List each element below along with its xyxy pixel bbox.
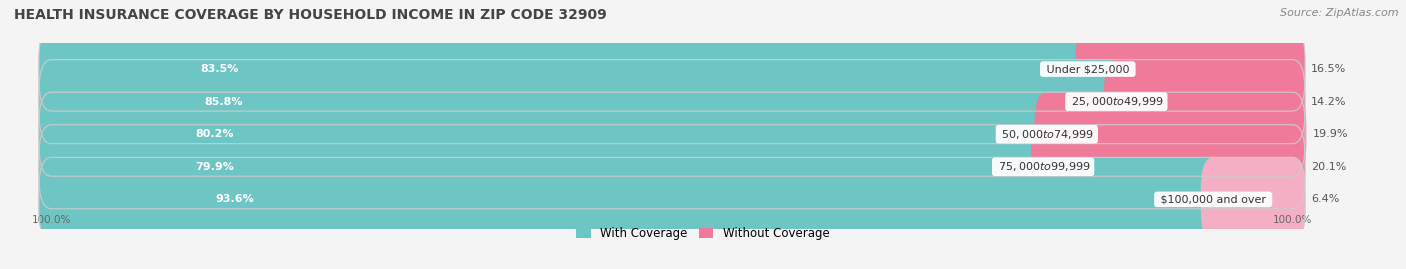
- Text: 20.1%: 20.1%: [1312, 162, 1347, 172]
- FancyBboxPatch shape: [39, 92, 1059, 176]
- Legend: With Coverage, Without Coverage: With Coverage, Without Coverage: [572, 222, 834, 245]
- Text: Under $25,000: Under $25,000: [1043, 64, 1133, 74]
- Text: $50,000 to $74,999: $50,000 to $74,999: [998, 128, 1095, 141]
- Text: 6.4%: 6.4%: [1312, 194, 1340, 204]
- FancyBboxPatch shape: [39, 157, 1305, 241]
- Text: 19.9%: 19.9%: [1312, 129, 1348, 139]
- Text: 79.9%: 79.9%: [195, 162, 233, 172]
- Text: $100,000 and over: $100,000 and over: [1157, 194, 1270, 204]
- Text: 93.6%: 93.6%: [215, 194, 254, 204]
- FancyBboxPatch shape: [39, 27, 1305, 111]
- FancyBboxPatch shape: [39, 92, 1305, 176]
- Text: $75,000 to $99,999: $75,000 to $99,999: [995, 160, 1091, 173]
- Text: 100.0%: 100.0%: [31, 215, 70, 225]
- FancyBboxPatch shape: [1076, 27, 1305, 111]
- FancyBboxPatch shape: [1031, 125, 1305, 209]
- FancyBboxPatch shape: [39, 157, 1226, 241]
- FancyBboxPatch shape: [1201, 157, 1305, 241]
- Text: 100.0%: 100.0%: [1272, 215, 1312, 225]
- FancyBboxPatch shape: [39, 60, 1305, 144]
- Text: 85.8%: 85.8%: [204, 97, 242, 107]
- FancyBboxPatch shape: [1104, 60, 1305, 144]
- FancyBboxPatch shape: [1035, 92, 1306, 176]
- FancyBboxPatch shape: [39, 125, 1305, 209]
- FancyBboxPatch shape: [39, 125, 1056, 209]
- Text: $25,000 to $49,999: $25,000 to $49,999: [1069, 95, 1164, 108]
- Text: 16.5%: 16.5%: [1312, 64, 1347, 74]
- Text: Source: ZipAtlas.com: Source: ZipAtlas.com: [1281, 8, 1399, 18]
- FancyBboxPatch shape: [39, 27, 1101, 111]
- Text: 80.2%: 80.2%: [195, 129, 233, 139]
- FancyBboxPatch shape: [39, 60, 1129, 144]
- Text: HEALTH INSURANCE COVERAGE BY HOUSEHOLD INCOME IN ZIP CODE 32909: HEALTH INSURANCE COVERAGE BY HOUSEHOLD I…: [14, 8, 607, 22]
- Text: 14.2%: 14.2%: [1312, 97, 1347, 107]
- Text: 83.5%: 83.5%: [201, 64, 239, 74]
